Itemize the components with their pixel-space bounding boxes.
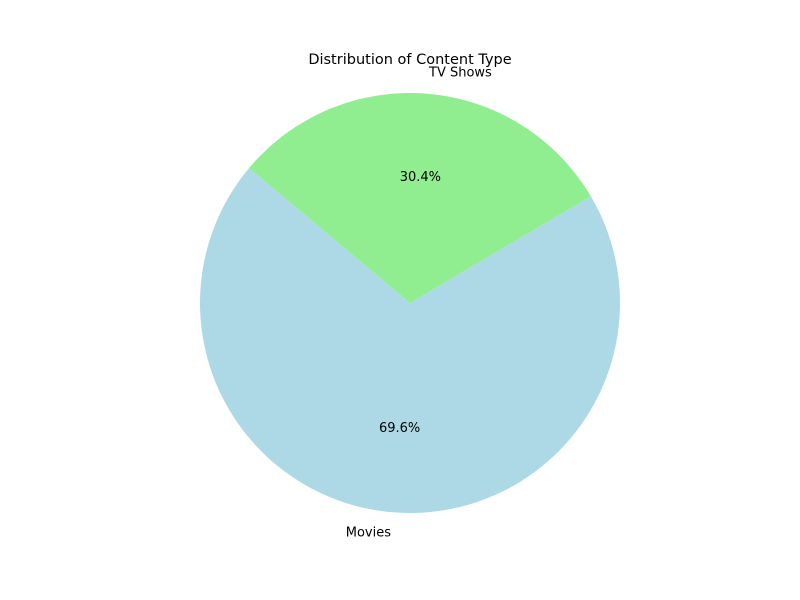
percent-label-movies: 69.6% bbox=[379, 421, 420, 436]
slice-label-tv-shows: TV Shows bbox=[428, 65, 492, 80]
pie-slice-movies bbox=[200, 168, 620, 514]
slice-label-movies: Movies bbox=[346, 526, 391, 541]
percent-label-tv-shows: 30.4% bbox=[400, 170, 441, 185]
pie-slice-tv-shows bbox=[249, 92, 591, 303]
pie-slices bbox=[200, 92, 620, 514]
pie-labels: Movies 69.6% TV Shows 30.4% bbox=[346, 65, 492, 540]
chart-title: Distribution of Content Type bbox=[308, 52, 511, 68]
